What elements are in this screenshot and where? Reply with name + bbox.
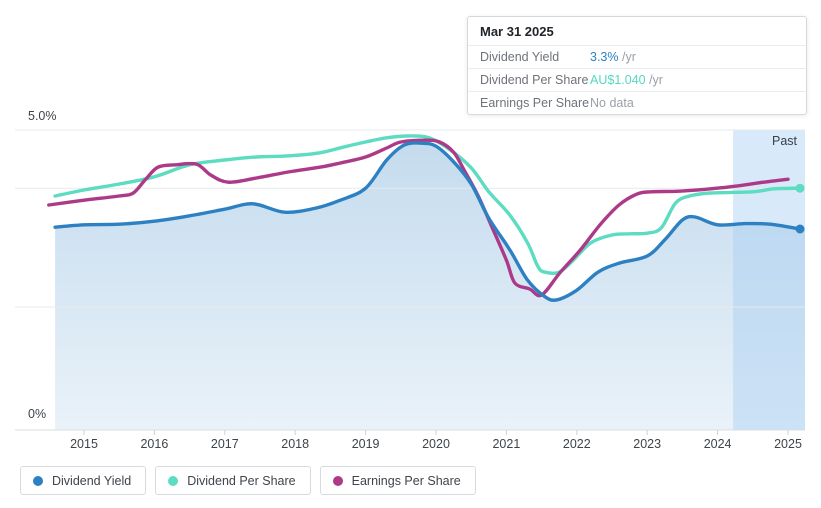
series-line-earnings-per-share[interactable]: [47, 138, 790, 298]
legend-item-dividend-yield[interactable]: Dividend Yield: [20, 466, 147, 495]
x-axis-label: 2021: [492, 437, 520, 451]
x-axis-label: 2023: [633, 437, 661, 451]
dividend-yield-dot-icon: [33, 475, 43, 486]
series-end-dot-dividend-per-share: [795, 183, 805, 193]
tooltip-unit: /yr: [645, 73, 663, 87]
x-axis-label: 2025: [774, 437, 802, 451]
tooltip-row-dividend-per-share: Dividend Per Share AU$1.040 /yr: [468, 68, 806, 91]
x-axis-label: 2017: [211, 437, 239, 451]
past-region-band: [733, 130, 805, 430]
x-axis-label: 2019: [352, 437, 380, 451]
y-axis-label: 0%: [28, 407, 46, 421]
tooltip-value: 3.3%: [590, 50, 619, 64]
series-line-dividend-yield[interactable]: [53, 141, 802, 302]
tooltip-row-dividend-yield: Dividend Yield 3.3% /yr: [468, 45, 806, 68]
dividend-history-chart[interactable]: 5.0% 0% 2015 2016 2017 2018 2019 2020 2021 2022 20…: [0, 0, 821, 460]
tooltip-label: Dividend Per Share: [480, 73, 589, 87]
x-axis-label: 2016: [140, 437, 168, 451]
legend-label: Earnings Per Share: [351, 473, 461, 488]
dividend-per-share-dot-icon: [168, 475, 179, 486]
tooltip-date: Mar 31 2025: [480, 24, 554, 39]
tooltip-unit: /yr: [618, 50, 636, 64]
legend-item-dividend-per-share[interactable]: Dividend Per Share: [155, 466, 311, 495]
tooltip-row-earnings-per-share: Earnings Per Share No data: [468, 91, 806, 114]
earnings-per-share-dot-icon: [332, 475, 343, 486]
dividend-yield-area: [55, 142, 806, 431]
tooltip-value: No data: [590, 96, 634, 110]
legend-label: Dividend Per Share: [187, 473, 296, 488]
series-line-dividend-per-share[interactable]: [53, 134, 802, 276]
x-axis-label: 2022: [563, 437, 591, 451]
x-axis-label: 2018: [281, 437, 309, 451]
tooltip-label: Dividend Yield: [480, 50, 560, 64]
series-end-dot-dividend-yield: [795, 224, 805, 234]
legend-item-earnings-per-share[interactable]: Earnings Per Share: [319, 466, 476, 495]
past-region-label: Past: [772, 134, 798, 148]
x-axis-label: 2020: [422, 437, 450, 451]
x-axis-label: 2024: [704, 437, 732, 451]
x-axis-label: 2015: [70, 437, 98, 451]
chart-canvas[interactable]: 5.0% 0% 2015 2016 2017 2018 2019 2020 2021 2022 20…: [0, 0, 821, 460]
chart-tooltip: Mar 31 2025 Dividend Yield 3.3% /yr Divi…: [467, 16, 807, 115]
tooltip-label: Earnings Per Share: [480, 96, 590, 110]
legend-label: Dividend Yield: [52, 473, 132, 488]
chart-legend: Dividend Yield Dividend Per Share Earnin…: [20, 466, 476, 495]
tooltip-value: AU$1.040: [590, 73, 646, 87]
y-axis-label: 5.0%: [28, 109, 57, 123]
